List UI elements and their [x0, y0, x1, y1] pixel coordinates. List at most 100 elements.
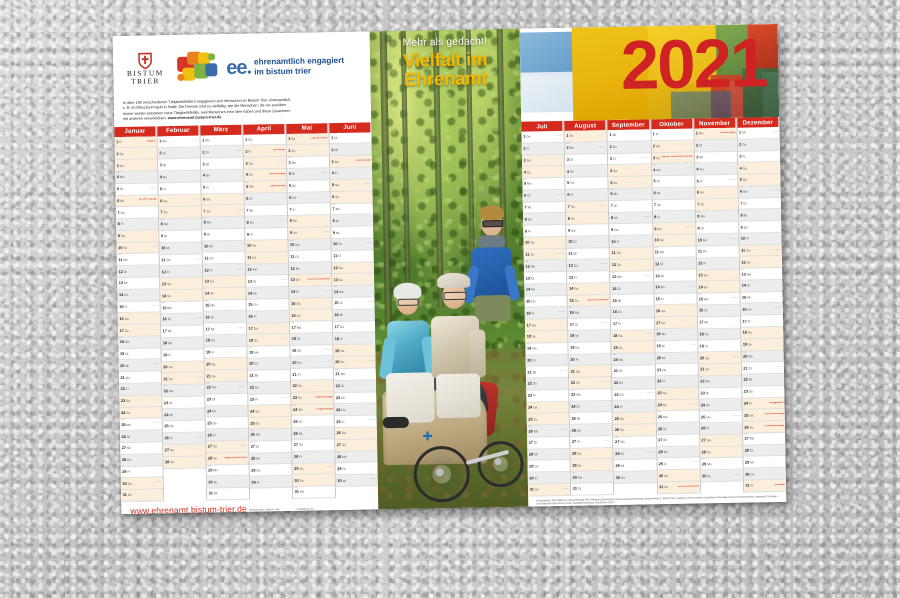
- calendar-day[interactable]: KW 12 Mo: [245, 263, 289, 277]
- calendar-day[interactable]: 17 Mi: [697, 316, 740, 330]
- calendar-day[interactable]: 25 Do: [205, 417, 248, 430]
- calendar-day[interactable]: KW 29 Mo: [700, 457, 743, 471]
- calendar-day[interactable]: 1 Do ———: [521, 130, 564, 144]
- calendar-day[interactable]: 11 Do ———: [159, 254, 202, 267]
- calendar-day[interactable]: KW 29 Mo: [206, 464, 249, 477]
- calendar-day[interactable]: 15 Di ———: [332, 297, 375, 310]
- calendar-day[interactable]: KW 20 Mo: [741, 350, 784, 363]
- calendar-day[interactable]: KW 12 Mo: [523, 260, 567, 273]
- calendar-day[interactable]: 12 Di: [653, 257, 696, 271]
- calendar-day[interactable]: 5 Fr: [201, 181, 244, 195]
- calendar-day[interactable]: 6 Do: [287, 191, 330, 205]
- calendar-day[interactable]: 14 Sa: [567, 283, 610, 296]
- calendar-day[interactable]: 24 Sa: [526, 401, 569, 414]
- calendar-day[interactable]: 8 Do ———: [245, 216, 288, 229]
- calendar-day[interactable]: 23 Fr ———: [248, 393, 291, 407]
- calendar-day[interactable]: 16 Sa: [117, 312, 160, 326]
- calendar-day[interactable]: 15 Sa: [289, 297, 332, 311]
- calendar-day[interactable]: 7 Do: [652, 199, 695, 212]
- calendar-day[interactable]: 13 Di ———: [246, 275, 289, 288]
- calendar-day[interactable]: 13 Di: [524, 272, 567, 285]
- calendar-day[interactable]: KW 18 Mo: [654, 328, 698, 342]
- calendar-day[interactable]: 19 Di: [118, 347, 161, 361]
- calendar-day[interactable]: 28 Do: [120, 454, 163, 467]
- calendar-day[interactable]: 23 Do ———: [612, 388, 655, 402]
- calendar-day[interactable]: 2 Di ———: [200, 146, 243, 159]
- calendar-day[interactable]: 25 Do: [162, 420, 205, 434]
- calendar-day[interactable]: 13 So: [332, 273, 375, 287]
- calendar-day[interactable]: KW 1 Mo ———: [157, 135, 200, 148]
- calendar-day[interactable]: 6 Mi: [652, 187, 695, 200]
- calendar-day[interactable]: 10 Sa: [523, 236, 566, 250]
- calendar-day[interactable]: 24 Sa: [248, 405, 291, 418]
- calendar-day[interactable]: 24 Do: [334, 403, 377, 417]
- calendar-day[interactable]: [163, 468, 206, 480]
- calendar-day[interactable]: 12 Mi: [288, 262, 332, 275]
- calendar-day[interactable]: 11 Fr: [331, 250, 374, 263]
- calendar-day[interactable]: 28 Do: [656, 446, 700, 459]
- calendar-day[interactable]: KW 13 Mo: [739, 268, 783, 281]
- calendar-day[interactable]: 12 Sa: [331, 261, 375, 275]
- calendar-day[interactable]: KW 3 Mo: [286, 156, 330, 169]
- calendar-day[interactable]: 3 Di: [565, 153, 608, 167]
- calendar-day[interactable]: 25 Di: [291, 415, 334, 429]
- calendar-day[interactable]: 24 Fr Heiligabend: [742, 397, 785, 411]
- calendar-day[interactable]: 18 Di: [290, 333, 333, 346]
- calendar-day[interactable]: 29 So: [570, 459, 614, 473]
- calendar-day[interactable]: 27 Mi: [120, 442, 163, 455]
- calendar-day[interactable]: 20 Fr: [568, 353, 612, 367]
- calendar-day[interactable]: 16 Fr: [246, 310, 289, 324]
- calendar-day[interactable]: 11 Do: [202, 252, 245, 265]
- calendar-day[interactable]: 8 Mi: [738, 209, 782, 222]
- calendar-day[interactable]: 3 Fr ———: [608, 152, 651, 166]
- calendar-day[interactable]: 24 Mi: [162, 408, 205, 422]
- calendar-day[interactable]: 23 Di: [162, 396, 205, 410]
- month-column-märz[interactable]: März KW 1 Mo 2 Di ——— 3 Mi 4 Do 5 Fr 6 Sa 7 So ——— KW 8 Mo 9 D…: [200, 124, 251, 501]
- calendar-day[interactable]: 13 Do Christi Himmelfahrt: [289, 274, 332, 287]
- calendar-day[interactable]: 4 Di ———: [287, 168, 330, 181]
- calendar-day[interactable]: 13 Mi: [117, 277, 160, 290]
- calendar-day[interactable]: KW 26 Mo: [248, 428, 292, 442]
- calendar-day[interactable]: 14 Mi: [246, 287, 289, 300]
- calendar-day[interactable]: 14 Do: [117, 289, 160, 302]
- calendar-day[interactable]: 17 So: [654, 316, 697, 330]
- calendar-day[interactable]: 19 Fr: [698, 340, 741, 353]
- calendar-day[interactable]: 9 Sa: [116, 230, 159, 243]
- calendar-day[interactable]: 30 Fr: [527, 472, 571, 485]
- calendar-day[interactable]: 10 Fr: [739, 232, 782, 246]
- calendar-day[interactable]: 22 Fr: [655, 375, 698, 389]
- calendar-day[interactable]: KW 20 Mo: [611, 353, 655, 366]
- calendar-day[interactable]: KW 7 Mo: [330, 202, 373, 216]
- calendar-day[interactable]: 3 Mi: [157, 158, 201, 172]
- calendar-day[interactable]: KW 17 Mo: [289, 321, 333, 334]
- calendar-day[interactable]: KW 15 Mo: [160, 301, 203, 315]
- calendar-day[interactable]: 22 Fr: [119, 383, 162, 396]
- calendar-day[interactable]: 14 Fr ———: [289, 285, 332, 299]
- calendar-day[interactable]: 26 Di: [119, 430, 163, 444]
- calendar-day[interactable]: 4 Do: [158, 170, 201, 184]
- calendar-day[interactable]: 16 Mi: [332, 309, 375, 322]
- calendar-day[interactable]: 8 Mi ———: [609, 211, 652, 225]
- calendar-day[interactable]: KW 21 Mo: [333, 368, 377, 381]
- calendar-day[interactable]: 4 Sa: [608, 164, 651, 178]
- calendar-day[interactable]: 3 Sa ———: [243, 157, 287, 170]
- calendar-day[interactable]: 28 Sa: [570, 447, 613, 461]
- calendar-day[interactable]: KW 22 Mo: [698, 375, 742, 388]
- calendar-day[interactable]: 25 Do ———: [699, 410, 742, 424]
- calendar-day[interactable]: 19 Do: [568, 341, 611, 355]
- calendar-day[interactable]: 7 So: [158, 206, 202, 220]
- calendar-day[interactable]: 2 Di: [694, 139, 737, 153]
- calendar-day[interactable]: 17 Sa: [524, 319, 568, 332]
- calendar-day[interactable]: 12 Di: [116, 265, 160, 279]
- calendar-day[interactable]: 31 Sa ———: [527, 483, 571, 497]
- calendar-day[interactable]: 30 Sa ———: [120, 477, 163, 491]
- calendar-day[interactable]: 31 Fr Silvester: [743, 479, 787, 493]
- calendar-day[interactable]: 7 Di: [609, 200, 652, 213]
- calendar-day[interactable]: 8 Sa: [288, 215, 331, 228]
- calendar-day[interactable]: KW 6 Mo ———: [738, 185, 781, 199]
- calendar-day[interactable]: 22 Do: [526, 377, 569, 391]
- calendar-day[interactable]: 30 Fr: [249, 476, 292, 489]
- calendar-day[interactable]: KW 1 Mo: [200, 134, 243, 147]
- calendar-day[interactable]: 22 Di: [334, 380, 377, 393]
- calendar-day[interactable]: 13 Fr: [567, 271, 610, 284]
